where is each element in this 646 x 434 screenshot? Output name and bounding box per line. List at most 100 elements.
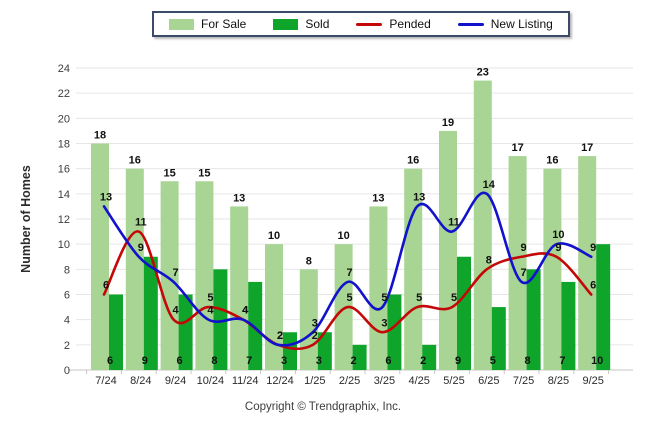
label-sold: 6 xyxy=(107,355,113,367)
legend-swatch-bar xyxy=(273,18,299,30)
legend-swatch-line xyxy=(356,22,383,26)
copyright-text: Copyright © Trendgraphix, Inc. xyxy=(244,401,402,413)
x-tick-label: 6/25 xyxy=(478,375,499,387)
label-for-sale: 15 xyxy=(198,167,210,179)
label-sold: 6 xyxy=(177,355,183,367)
bar-for-sale xyxy=(195,181,214,370)
label-for-sale: 23 xyxy=(477,67,489,79)
label-sold: 10 xyxy=(591,355,603,367)
legend-item-pended[interactable]: Pended xyxy=(356,17,431,31)
label-pended: 8 xyxy=(486,254,492,266)
bar-sold xyxy=(213,269,228,370)
label-for-sale: 17 xyxy=(581,142,593,154)
label-pended: 4 xyxy=(242,305,249,317)
label-sold: 9 xyxy=(142,355,148,367)
label-new-listing: 3 xyxy=(312,317,318,329)
bar-for-sale xyxy=(404,168,423,370)
x-tick-label: 7/25 xyxy=(513,375,534,387)
bar-sold xyxy=(178,294,193,370)
y-tick-label: 6 xyxy=(64,290,70,302)
label-pended: 5 xyxy=(416,292,422,304)
x-tick-label: 11/24 xyxy=(232,375,259,387)
bar-for-sale xyxy=(508,156,527,370)
label-for-sale: 16 xyxy=(129,155,141,167)
bar-sold xyxy=(491,307,506,370)
y-tick-label: 24 xyxy=(58,63,70,75)
label-for-sale: 13 xyxy=(233,192,245,204)
bar-for-sale xyxy=(91,143,109,370)
label-sold: 2 xyxy=(351,355,357,367)
legend-item-sold[interactable]: Sold xyxy=(273,17,329,31)
legend-swatch-bar xyxy=(169,18,194,30)
label-sold: 8 xyxy=(211,355,217,367)
x-tick-label: 5/25 xyxy=(443,375,464,387)
x-tick-label: 8/24 xyxy=(130,375,151,387)
bar-for-sale xyxy=(230,206,249,370)
x-tick-label: 12/24 xyxy=(266,375,294,387)
label-new-listing: 13 xyxy=(413,191,425,203)
new-listing-line xyxy=(102,191,593,347)
bar-for-sale xyxy=(125,168,144,370)
label-pended: 3 xyxy=(381,317,387,329)
label-new-listing: 11 xyxy=(448,217,460,229)
label-pended: 9 xyxy=(555,242,561,254)
legend-label: Sold xyxy=(305,17,330,31)
label-for-sale: 17 xyxy=(511,142,523,154)
label-new-listing: 7 xyxy=(521,267,527,279)
bar-for-sale xyxy=(578,156,597,370)
y-tick-label: 16 xyxy=(58,164,70,176)
y-tick-label: 2 xyxy=(64,340,70,352)
bar-sold xyxy=(317,332,332,370)
bar-for-sale xyxy=(334,244,353,370)
label-new-listing: 9 xyxy=(590,242,596,254)
label-sold: 7 xyxy=(246,355,252,367)
label-new-listing: 13 xyxy=(100,191,112,203)
bar-sold xyxy=(457,256,471,370)
label-pended: 6 xyxy=(103,280,109,292)
label-pended: 2 xyxy=(312,330,318,342)
legend-item-new-listing[interactable]: New Listing xyxy=(457,17,553,31)
label-pended: 11 xyxy=(135,217,147,229)
legend-label: For Sale xyxy=(201,17,247,31)
bar-sold xyxy=(248,281,263,370)
label-sold: 5 xyxy=(490,355,496,367)
x-tick-label: 9/25 xyxy=(582,375,603,387)
label-sold: 2 xyxy=(420,355,426,367)
y-tick-label: 12 xyxy=(58,214,70,226)
bar-sold xyxy=(143,256,158,370)
label-for-sale: 15 xyxy=(163,167,175,179)
legend-item-for-sale[interactable]: For Sale xyxy=(169,17,246,31)
label-new-listing: 7 xyxy=(347,267,353,279)
legend: For Sale Sold Pended New Listing xyxy=(152,11,570,37)
x-tick-label: 7/24 xyxy=(95,375,116,387)
label-sold: 8 xyxy=(525,355,531,367)
y-tick-label: 22 xyxy=(58,88,70,100)
label-sold: 3 xyxy=(281,355,287,367)
label-for-sale: 8 xyxy=(306,255,312,267)
bar-sold xyxy=(422,344,437,370)
bar-sold xyxy=(561,281,576,370)
bar-sold xyxy=(526,269,541,370)
label-new-listing: 4 xyxy=(207,305,214,317)
y-tick-label: 4 xyxy=(64,315,70,327)
label-for-sale: 13 xyxy=(372,192,384,204)
pended-line xyxy=(102,230,593,351)
x-tick-label: 3/25 xyxy=(374,375,395,387)
bar-for-sale xyxy=(265,244,283,370)
label-new-listing: 10 xyxy=(552,229,564,241)
label-new-listing: 9 xyxy=(138,242,144,254)
bar-sold xyxy=(387,294,402,370)
x-tick-label: 8/25 xyxy=(548,375,569,387)
label-for-sale: 10 xyxy=(268,230,280,242)
x-tick-label: 10/24 xyxy=(197,375,225,387)
label-for-sale: 16 xyxy=(546,155,558,167)
label-for-sale: 10 xyxy=(337,230,349,242)
label-pended: 5 xyxy=(207,292,213,304)
label-pended: 5 xyxy=(347,292,353,304)
label-new-listing: 14 xyxy=(483,179,496,191)
label-sold: 7 xyxy=(559,355,565,367)
y-tick-label: 8 xyxy=(64,264,70,276)
y-tick-label: 10 xyxy=(58,239,70,251)
y-tick-label: 0 xyxy=(64,365,70,377)
